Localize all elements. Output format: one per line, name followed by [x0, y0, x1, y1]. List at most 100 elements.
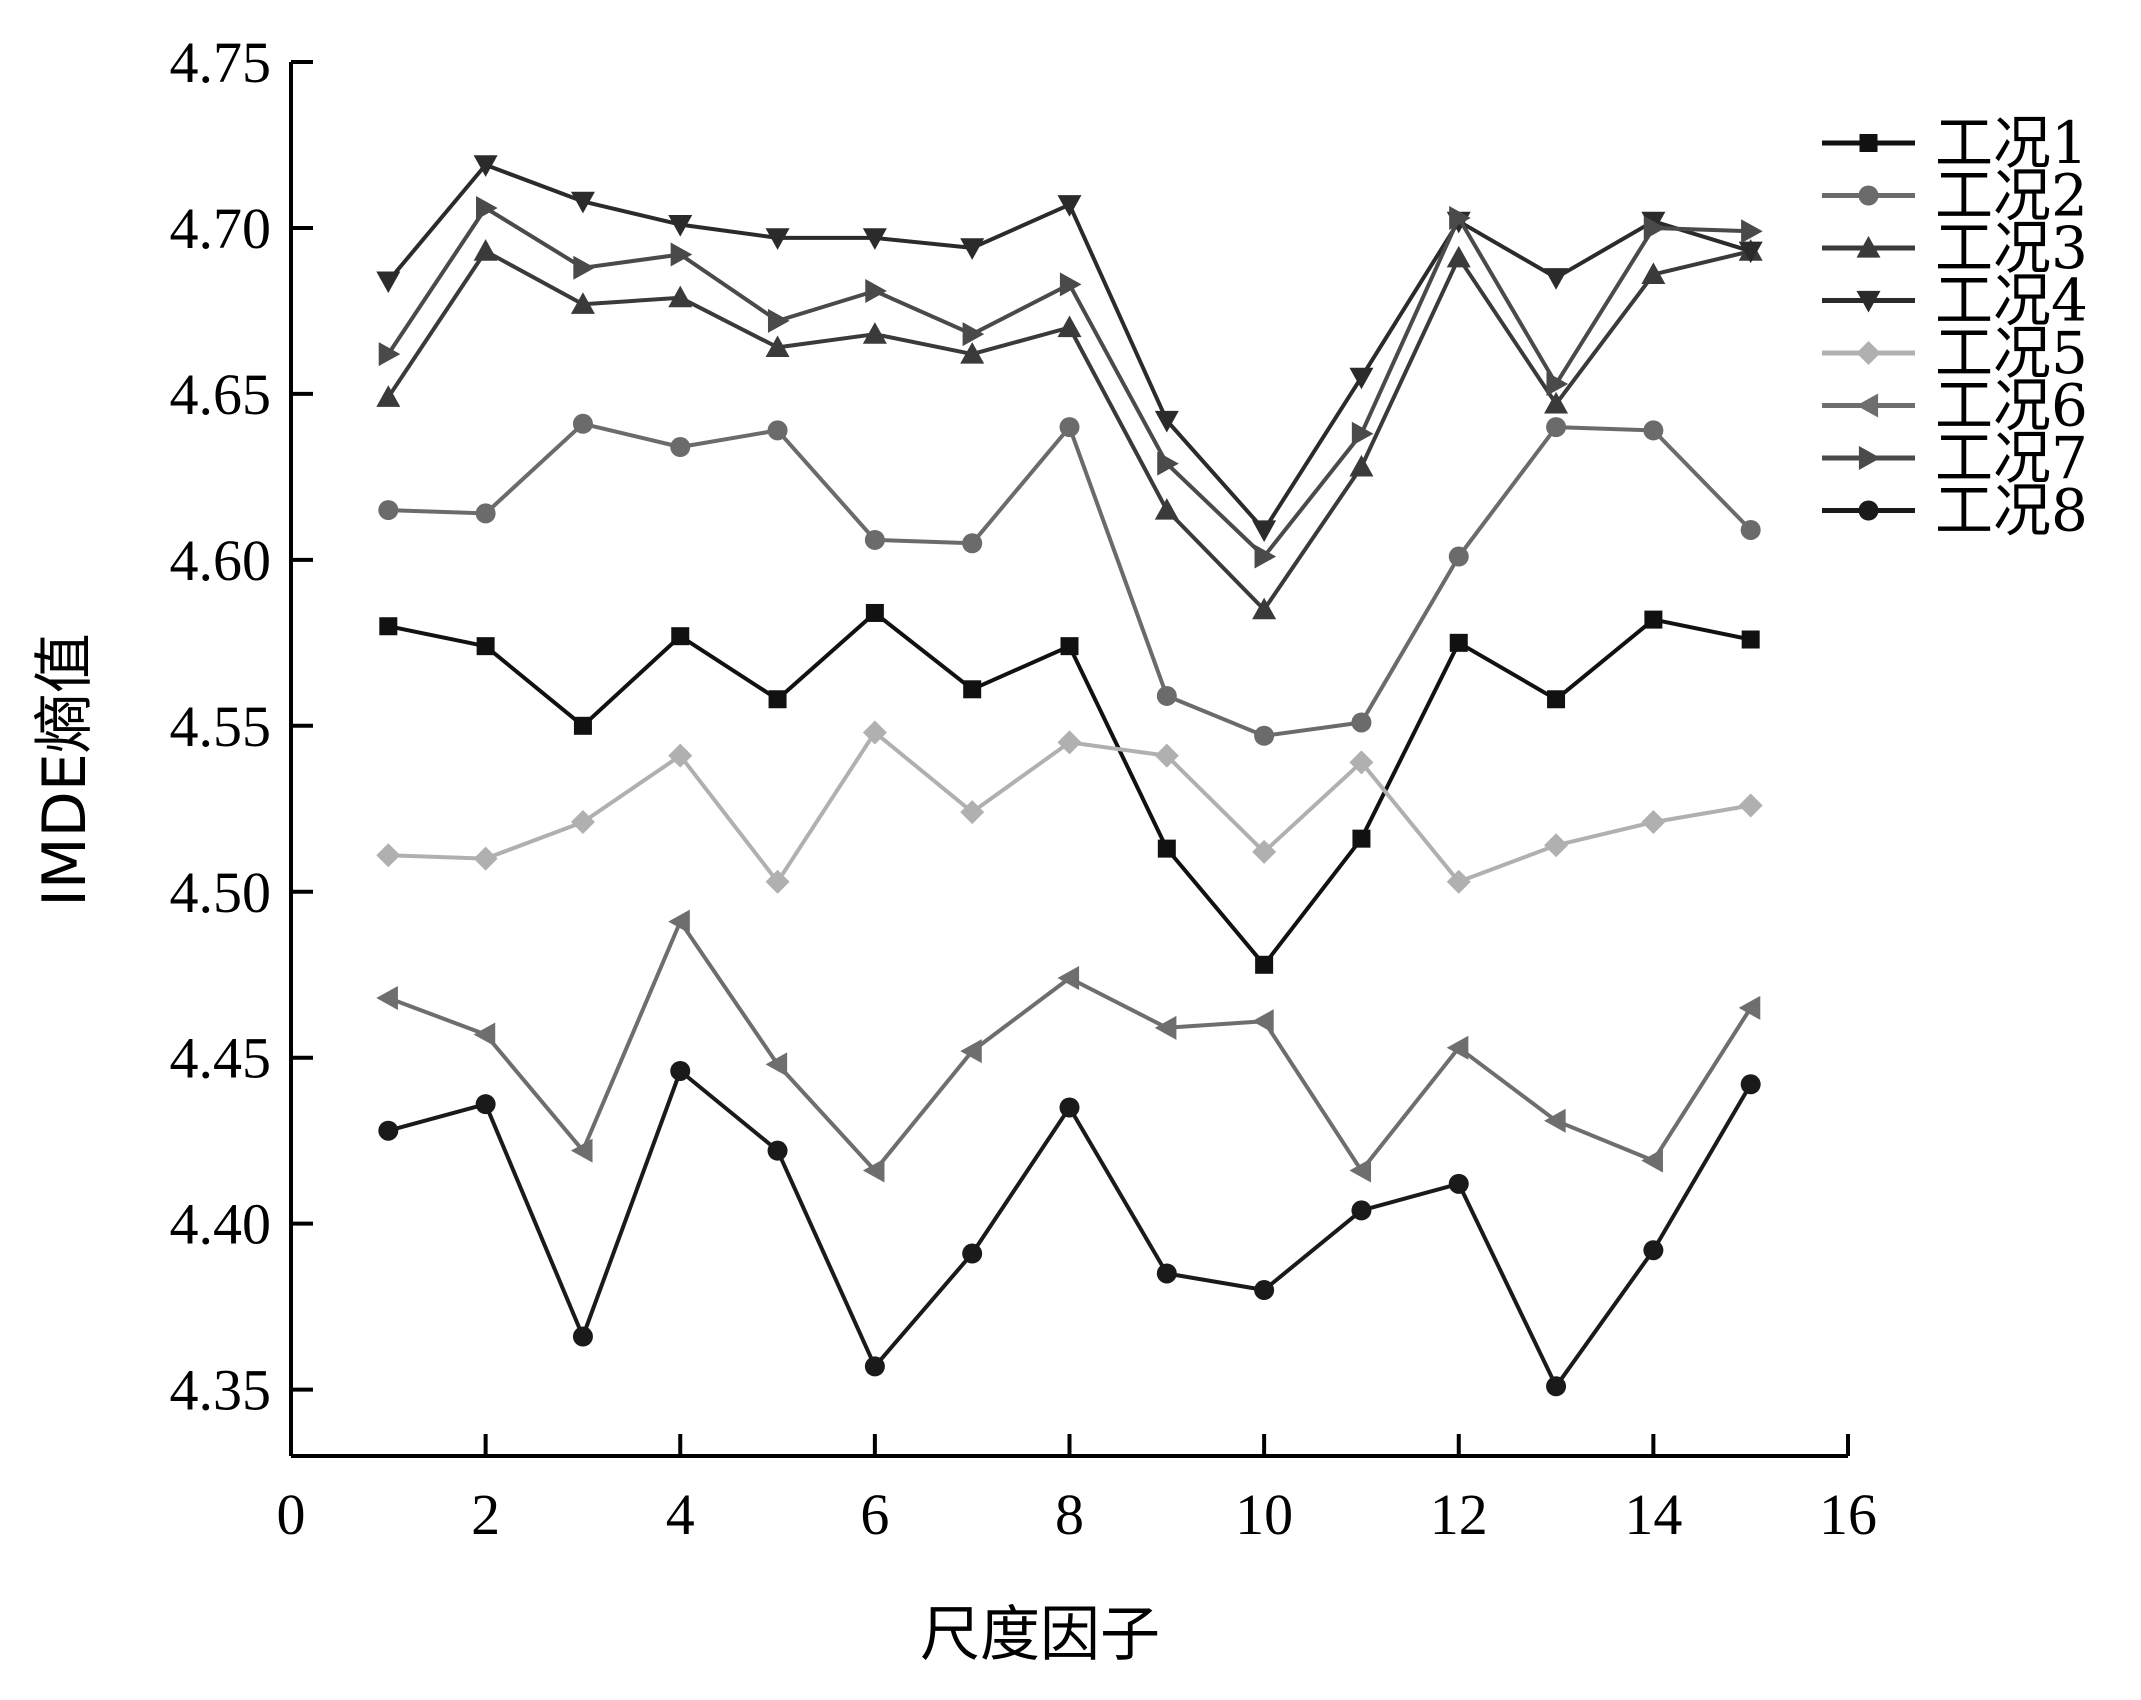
data-point	[1448, 1173, 1469, 1194]
series-layer	[376, 155, 1763, 1397]
y-tick-label: 4.60	[170, 528, 272, 593]
data-point	[1740, 1074, 1761, 1095]
data-point	[962, 322, 985, 347]
data-point	[376, 271, 401, 294]
data-point	[960, 800, 985, 825]
data-point	[1254, 725, 1275, 746]
data-point	[1154, 410, 1179, 433]
data-point	[1349, 750, 1374, 775]
data-point	[473, 1022, 496, 1047]
data-point	[1252, 1009, 1274, 1034]
x-tick-label: 6	[860, 1482, 889, 1547]
series-8	[378, 1060, 1761, 1397]
data-point	[1351, 1200, 1372, 1221]
data-point	[962, 1243, 983, 1264]
y-tick-label: 4.75	[170, 30, 272, 95]
data-point	[1643, 1240, 1664, 1261]
data-point	[1349, 367, 1374, 390]
data-point	[960, 1039, 982, 1064]
series-4	[376, 155, 1763, 542]
data-point	[1060, 637, 1079, 656]
y-tick-label: 4.35	[170, 1358, 272, 1423]
data-point	[1446, 869, 1471, 894]
data-point	[668, 743, 693, 768]
data-point	[1057, 195, 1082, 217]
data-point	[1059, 1097, 1080, 1118]
data-point	[1544, 1108, 1566, 1133]
data-point	[865, 279, 887, 304]
data-point	[475, 503, 496, 524]
x-tick-label: 10	[1235, 1482, 1293, 1547]
legend-label: 工况2	[1935, 162, 2088, 230]
data-point	[1738, 793, 1763, 818]
data-point	[1252, 839, 1277, 864]
series-line	[386, 162, 1752, 532]
data-point	[1059, 272, 1082, 297]
data-point	[473, 239, 498, 261]
data-point	[1446, 1035, 1469, 1060]
data-point	[1352, 829, 1371, 848]
legend-marker	[1859, 134, 1878, 152]
series-6	[376, 909, 1761, 1183]
data-point	[1059, 417, 1080, 438]
data-point	[570, 292, 595, 314]
data-point	[1544, 268, 1569, 290]
data-point	[960, 342, 985, 364]
axes: 0 2 4 6 8 10 12 14 16 4.35 4.40 4.45 4.50 4.55 4.60 4.6…	[170, 30, 1878, 1547]
legend-label: 工况8	[1935, 477, 2088, 545]
data-point	[1448, 546, 1469, 567]
data-point	[668, 215, 693, 237]
data-point	[1252, 597, 1277, 620]
data-point	[1641, 262, 1666, 285]
data-point	[670, 1060, 691, 1081]
x-tick-label: 2	[471, 1482, 500, 1547]
data-point	[573, 255, 595, 280]
data-point	[963, 680, 982, 699]
data-point	[1252, 520, 1277, 542]
data-point	[570, 191, 595, 214]
data-point	[1644, 610, 1663, 629]
legend-label: 工况7	[1935, 424, 2088, 492]
data-point	[962, 533, 983, 554]
data-point	[1544, 391, 1569, 414]
x-axis-title: 尺度因子	[920, 1600, 1160, 1670]
y-tick-label: 4.40	[170, 1192, 272, 1257]
data-point	[376, 843, 401, 868]
data-point	[670, 437, 691, 458]
series-line	[388, 421, 1753, 738]
data-point	[1349, 1158, 1372, 1183]
data-point	[476, 196, 498, 221]
data-point	[475, 1094, 496, 1115]
series-line	[387, 1069, 1753, 1389]
data-point	[1157, 839, 1176, 858]
legend-marker	[1856, 393, 1879, 418]
legend-entry: 工况3	[1822, 214, 2088, 282]
data-point	[1446, 245, 1471, 268]
data-point	[1156, 685, 1177, 706]
x-tick-label: 14	[1624, 1482, 1682, 1547]
data-point	[1057, 315, 1082, 338]
data-point	[1546, 417, 1567, 438]
data-point	[378, 500, 399, 521]
data-point	[862, 720, 887, 745]
data-point	[1738, 995, 1761, 1020]
data-point	[767, 1140, 788, 1161]
data-point	[1154, 498, 1179, 520]
legend-marker	[1856, 341, 1881, 365]
legend-marker	[1856, 290, 1881, 313]
data-point	[473, 846, 498, 871]
legend-marker	[1858, 500, 1879, 521]
data-point	[573, 716, 592, 735]
data-point	[862, 1158, 885, 1183]
x-tick-label: 4	[666, 1482, 695, 1547]
legend-label: 工况1	[1935, 109, 2088, 177]
x-tick-label: 12	[1430, 1482, 1488, 1547]
data-point	[570, 810, 595, 835]
series-line	[387, 611, 1752, 967]
data-point	[862, 322, 887, 344]
y-tick-label: 4.45	[170, 1026, 272, 1091]
legend-entry: 工况6	[1822, 372, 2088, 440]
